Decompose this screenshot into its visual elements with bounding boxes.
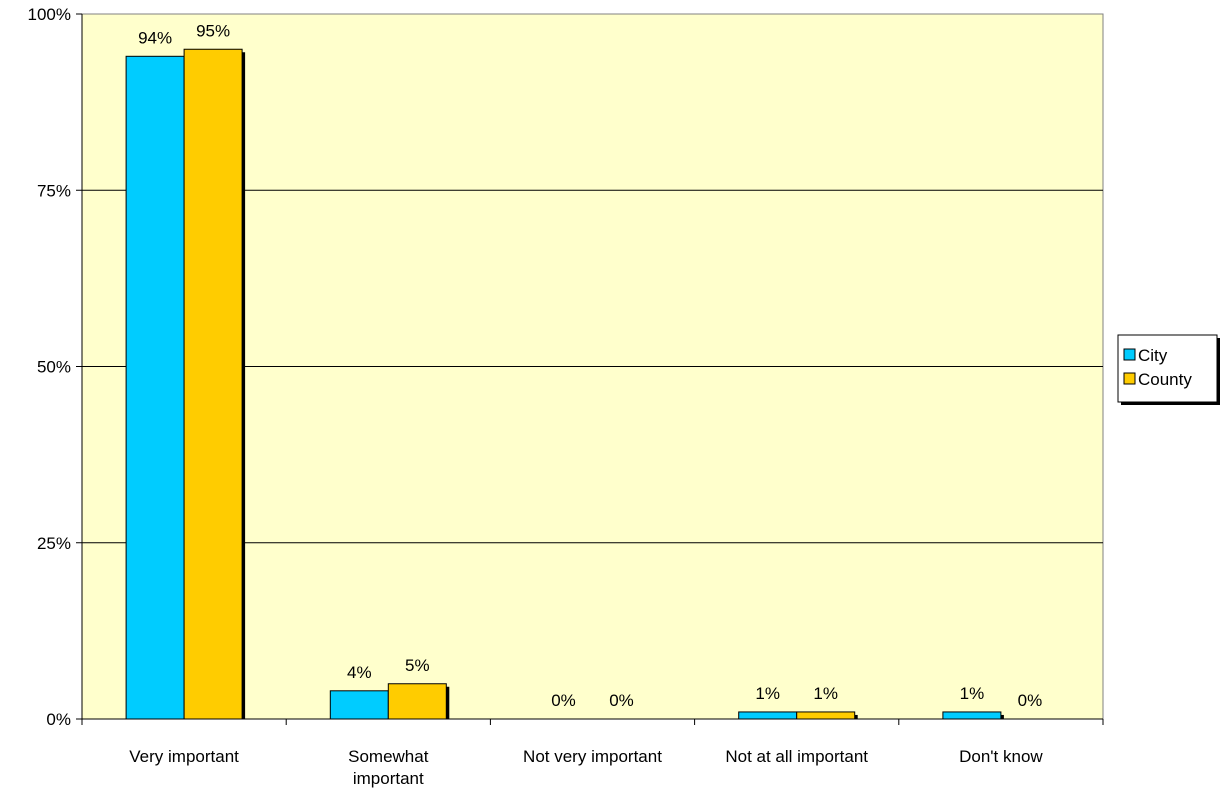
- data-label: 1%: [755, 684, 780, 703]
- y-tick-label: 50%: [37, 358, 71, 377]
- data-label: 95%: [196, 21, 230, 40]
- data-label: 1%: [960, 684, 985, 703]
- x-tick-label: Very important: [129, 747, 239, 766]
- bar: [126, 56, 184, 719]
- bar: [739, 712, 797, 719]
- x-tick-label: Somewhat: [348, 747, 429, 766]
- x-tick-label: Don't know: [959, 747, 1043, 766]
- legend-box: [1118, 335, 1217, 402]
- data-label: 94%: [138, 28, 172, 47]
- y-tick-label: 100%: [28, 5, 71, 24]
- bar: [330, 691, 388, 719]
- x-tick-label: important: [353, 769, 424, 788]
- legend-swatch: [1124, 349, 1135, 360]
- x-tick-label: Not very important: [523, 747, 662, 766]
- data-label: 0%: [1018, 691, 1043, 710]
- data-label: 0%: [551, 691, 576, 710]
- bar: [388, 684, 446, 719]
- bar: [943, 712, 1001, 719]
- y-axis: 0% 25% 50% 75% 100%: [28, 5, 82, 729]
- data-label: 5%: [405, 656, 430, 675]
- x-tick-label: Not at all important: [725, 747, 868, 766]
- data-label: 4%: [347, 663, 372, 682]
- legend-label: City: [1138, 346, 1168, 365]
- bar: [797, 712, 855, 719]
- x-axis: Very important Somewhat important Not very …: [82, 719, 1103, 788]
- y-tick-label: 0%: [46, 710, 71, 729]
- y-tick-label: 25%: [37, 534, 71, 553]
- data-label: 0%: [609, 691, 634, 710]
- data-label: 1%: [813, 684, 838, 703]
- legend: City County: [1118, 335, 1220, 405]
- y-tick-label: 75%: [37, 181, 71, 200]
- legend-swatch: [1124, 373, 1135, 384]
- legend-label: County: [1138, 370, 1192, 389]
- bar: [184, 49, 242, 719]
